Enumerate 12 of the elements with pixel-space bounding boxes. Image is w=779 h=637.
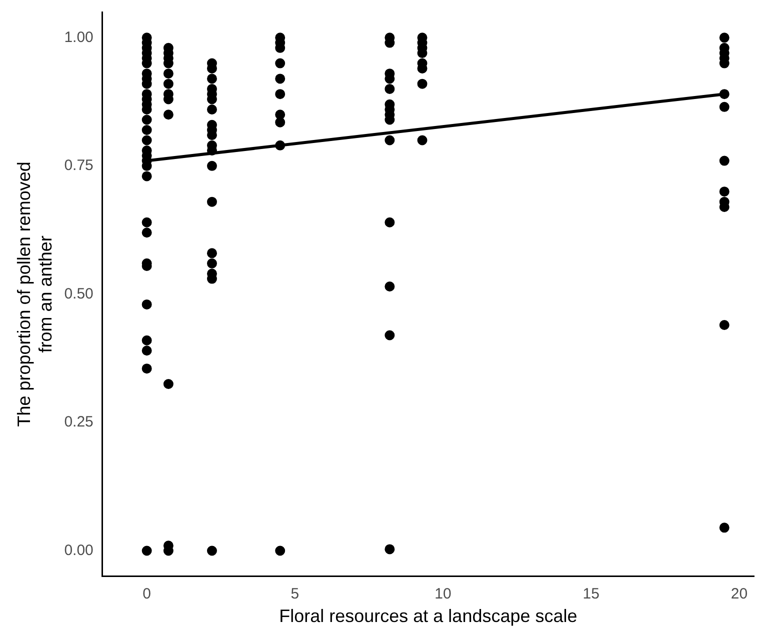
y-tick-label: 0.75 — [64, 157, 94, 174]
x-axis-title: Floral resources at a landscape scale — [279, 606, 578, 626]
y-tick-label: 0.00 — [64, 542, 94, 559]
x-tick-label: 10 — [434, 586, 452, 603]
y-tick-label: 1.00 — [64, 28, 94, 46]
x-tick-label: 20 — [730, 586, 748, 603]
y-axis-title: The proportion of pollen removed from an anther — [14, 162, 56, 427]
y-tick-label: 0.50 — [64, 285, 94, 302]
x-tick-label: 0 — [142, 586, 151, 603]
y-tick-label: 0.25 — [64, 414, 94, 431]
x-tick-label: 5 — [290, 586, 300, 603]
x-tick-label: 15 — [582, 586, 600, 603]
